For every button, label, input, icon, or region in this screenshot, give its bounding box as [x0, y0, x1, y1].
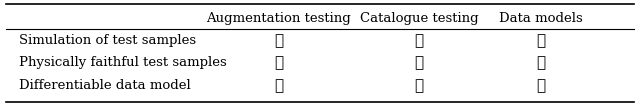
Text: ✓: ✓ — [274, 34, 283, 48]
Text: ✓: ✓ — [536, 56, 545, 70]
Text: ✗: ✗ — [415, 34, 424, 48]
Text: Physically faithful test samples: Physically faithful test samples — [19, 56, 227, 69]
Text: ✗: ✗ — [274, 79, 283, 93]
Text: ✓: ✓ — [415, 56, 424, 70]
Text: ✓: ✓ — [536, 79, 545, 93]
Text: Catalogue testing: Catalogue testing — [360, 12, 479, 25]
Text: ✓: ✓ — [536, 34, 545, 48]
Text: Simulation of test samples: Simulation of test samples — [19, 34, 196, 47]
Text: Augmentation testing: Augmentation testing — [206, 12, 351, 25]
Text: ✗: ✗ — [274, 56, 283, 70]
Text: Differentiable data model: Differentiable data model — [19, 79, 191, 92]
Text: ✗: ✗ — [415, 79, 424, 93]
Text: Data models: Data models — [499, 12, 582, 25]
